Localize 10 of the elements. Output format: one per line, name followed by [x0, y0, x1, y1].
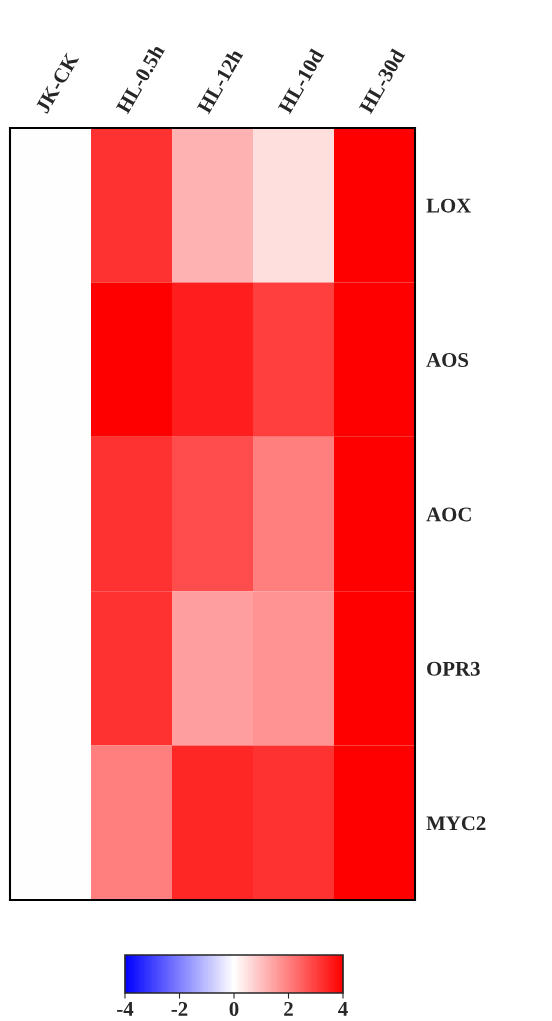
color-bar-label: 4 — [338, 1002, 348, 1016]
color-bar-label: 0 — [229, 1001, 239, 1016]
y-tick-label: LOX — [426, 198, 472, 213]
y-tick-label: AOS — [426, 353, 469, 368]
y-tick-label: AOC — [426, 507, 471, 522]
color-bar-label: -2 — [171, 1001, 188, 1016]
color-bar-label: -4 — [117, 1002, 134, 1016]
color-bar-label: 2 — [284, 1001, 293, 1016]
y-tick-label: OPR3 — [427, 661, 480, 676]
y-tick-label: MYC2 — [426, 816, 486, 831]
